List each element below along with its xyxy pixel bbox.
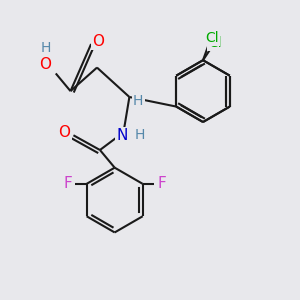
Text: O: O bbox=[58, 125, 70, 140]
Text: Cl: Cl bbox=[208, 35, 222, 50]
Text: H: H bbox=[40, 41, 51, 56]
Text: Cl: Cl bbox=[205, 31, 219, 45]
Text: H: H bbox=[134, 128, 145, 142]
Text: F: F bbox=[63, 176, 72, 191]
Text: O: O bbox=[92, 34, 104, 49]
Text: F: F bbox=[158, 176, 166, 191]
Text: O: O bbox=[40, 57, 52, 72]
Text: N: N bbox=[116, 128, 128, 143]
Text: H: H bbox=[133, 94, 143, 108]
